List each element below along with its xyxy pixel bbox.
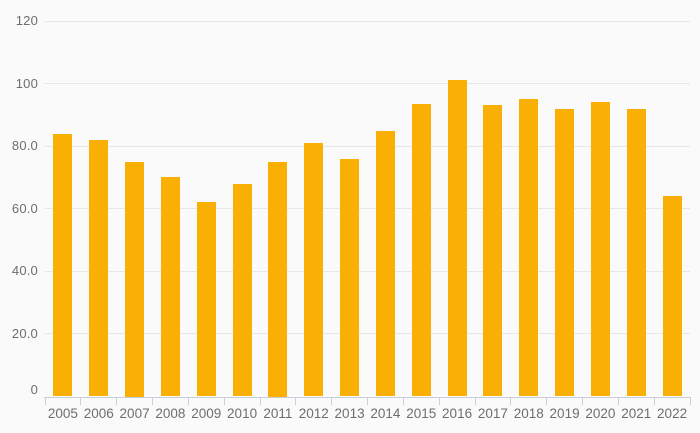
bar-2009[interactable]	[196, 202, 216, 397]
x-axis-tick	[474, 396, 476, 405]
x-axis-tick	[546, 396, 548, 405]
gridline-100	[45, 83, 690, 85]
x-tick-label-2016: 2016	[442, 406, 473, 421]
x-tick-label-2014: 2014	[370, 406, 401, 421]
x-tick-label-2013: 2013	[334, 406, 365, 421]
y-tick-label-60: 60.0	[11, 200, 38, 216]
x-axis-tick	[223, 396, 225, 405]
bar-2005[interactable]	[53, 133, 73, 397]
bar-2006[interactable]	[89, 139, 109, 397]
x-tick-label-2011: 2011	[263, 406, 293, 421]
bar-2022[interactable]	[662, 196, 682, 397]
x-axis-tick	[44, 396, 46, 405]
bar-2008[interactable]	[160, 177, 180, 397]
bar-2011[interactable]	[268, 161, 288, 397]
x-axis-tick	[331, 396, 333, 405]
x-tick-label-2005: 2005	[47, 406, 78, 421]
bar-2014[interactable]	[375, 130, 395, 397]
x-tick-label-2018: 2018	[513, 406, 544, 421]
x-tick-label-2019: 2019	[549, 406, 580, 421]
bar-2019[interactable]	[555, 108, 575, 397]
x-axis-tick	[402, 396, 404, 405]
x-axis-tick	[259, 396, 261, 405]
bar-2013[interactable]	[340, 158, 360, 397]
gridline-20	[45, 333, 690, 335]
bar-2020[interactable]	[590, 102, 610, 397]
x-axis-tick	[653, 396, 655, 405]
x-axis-tick	[152, 396, 153, 405]
bar-2017[interactable]	[483, 105, 503, 397]
y-tick-label-40: 40.0	[11, 263, 38, 279]
y-tick-label-0: 0	[30, 382, 38, 397]
y-tick-label-20: 20.0	[11, 325, 38, 341]
x-tick-label-2015: 2015	[406, 406, 437, 421]
x-axis-tick	[295, 396, 297, 405]
bar-2016[interactable]	[447, 80, 467, 397]
gridline-60	[45, 208, 690, 210]
x-tick-label-2006: 2006	[83, 406, 114, 421]
x-tick-label-2020: 2020	[585, 406, 616, 421]
x-axis-tick	[510, 396, 512, 405]
bar-2021[interactable]	[626, 108, 646, 397]
bar-2007[interactable]	[125, 161, 145, 397]
y-tick-label-120: 120	[15, 13, 38, 28]
x-tick-label-2009: 2009	[191, 406, 222, 421]
x-axis-tick	[367, 396, 368, 405]
x-axis-tick	[689, 396, 691, 405]
y-tick-label-100: 100	[15, 75, 38, 91]
x-axis-tick	[617, 396, 619, 405]
x-tick-label-2008: 2008	[155, 406, 186, 421]
x-axis-tick	[438, 396, 440, 405]
bar-2010[interactable]	[232, 183, 252, 397]
x-tick-label-2007: 2007	[119, 406, 150, 421]
x-tick-label-2021: 2021	[621, 406, 652, 421]
gridline-40	[45, 270, 690, 272]
x-axis-tick	[80, 396, 82, 405]
gridline-80	[45, 145, 690, 147]
x-tick-label-2022: 2022	[657, 406, 688, 421]
bar-2018[interactable]	[519, 99, 539, 397]
x-axis-tick	[187, 396, 189, 405]
x-axis-tick	[582, 396, 583, 405]
bar-2015[interactable]	[411, 103, 431, 397]
x-tick-label-2017: 2017	[477, 406, 508, 421]
bar-2012[interactable]	[304, 143, 324, 397]
y-tick-label-80: 80.0	[11, 138, 38, 154]
gridline-120	[45, 20, 690, 22]
x-axis-tick	[116, 396, 118, 405]
x-tick-label-2012: 2012	[298, 406, 329, 421]
x-tick-label-2010: 2010	[227, 406, 258, 421]
